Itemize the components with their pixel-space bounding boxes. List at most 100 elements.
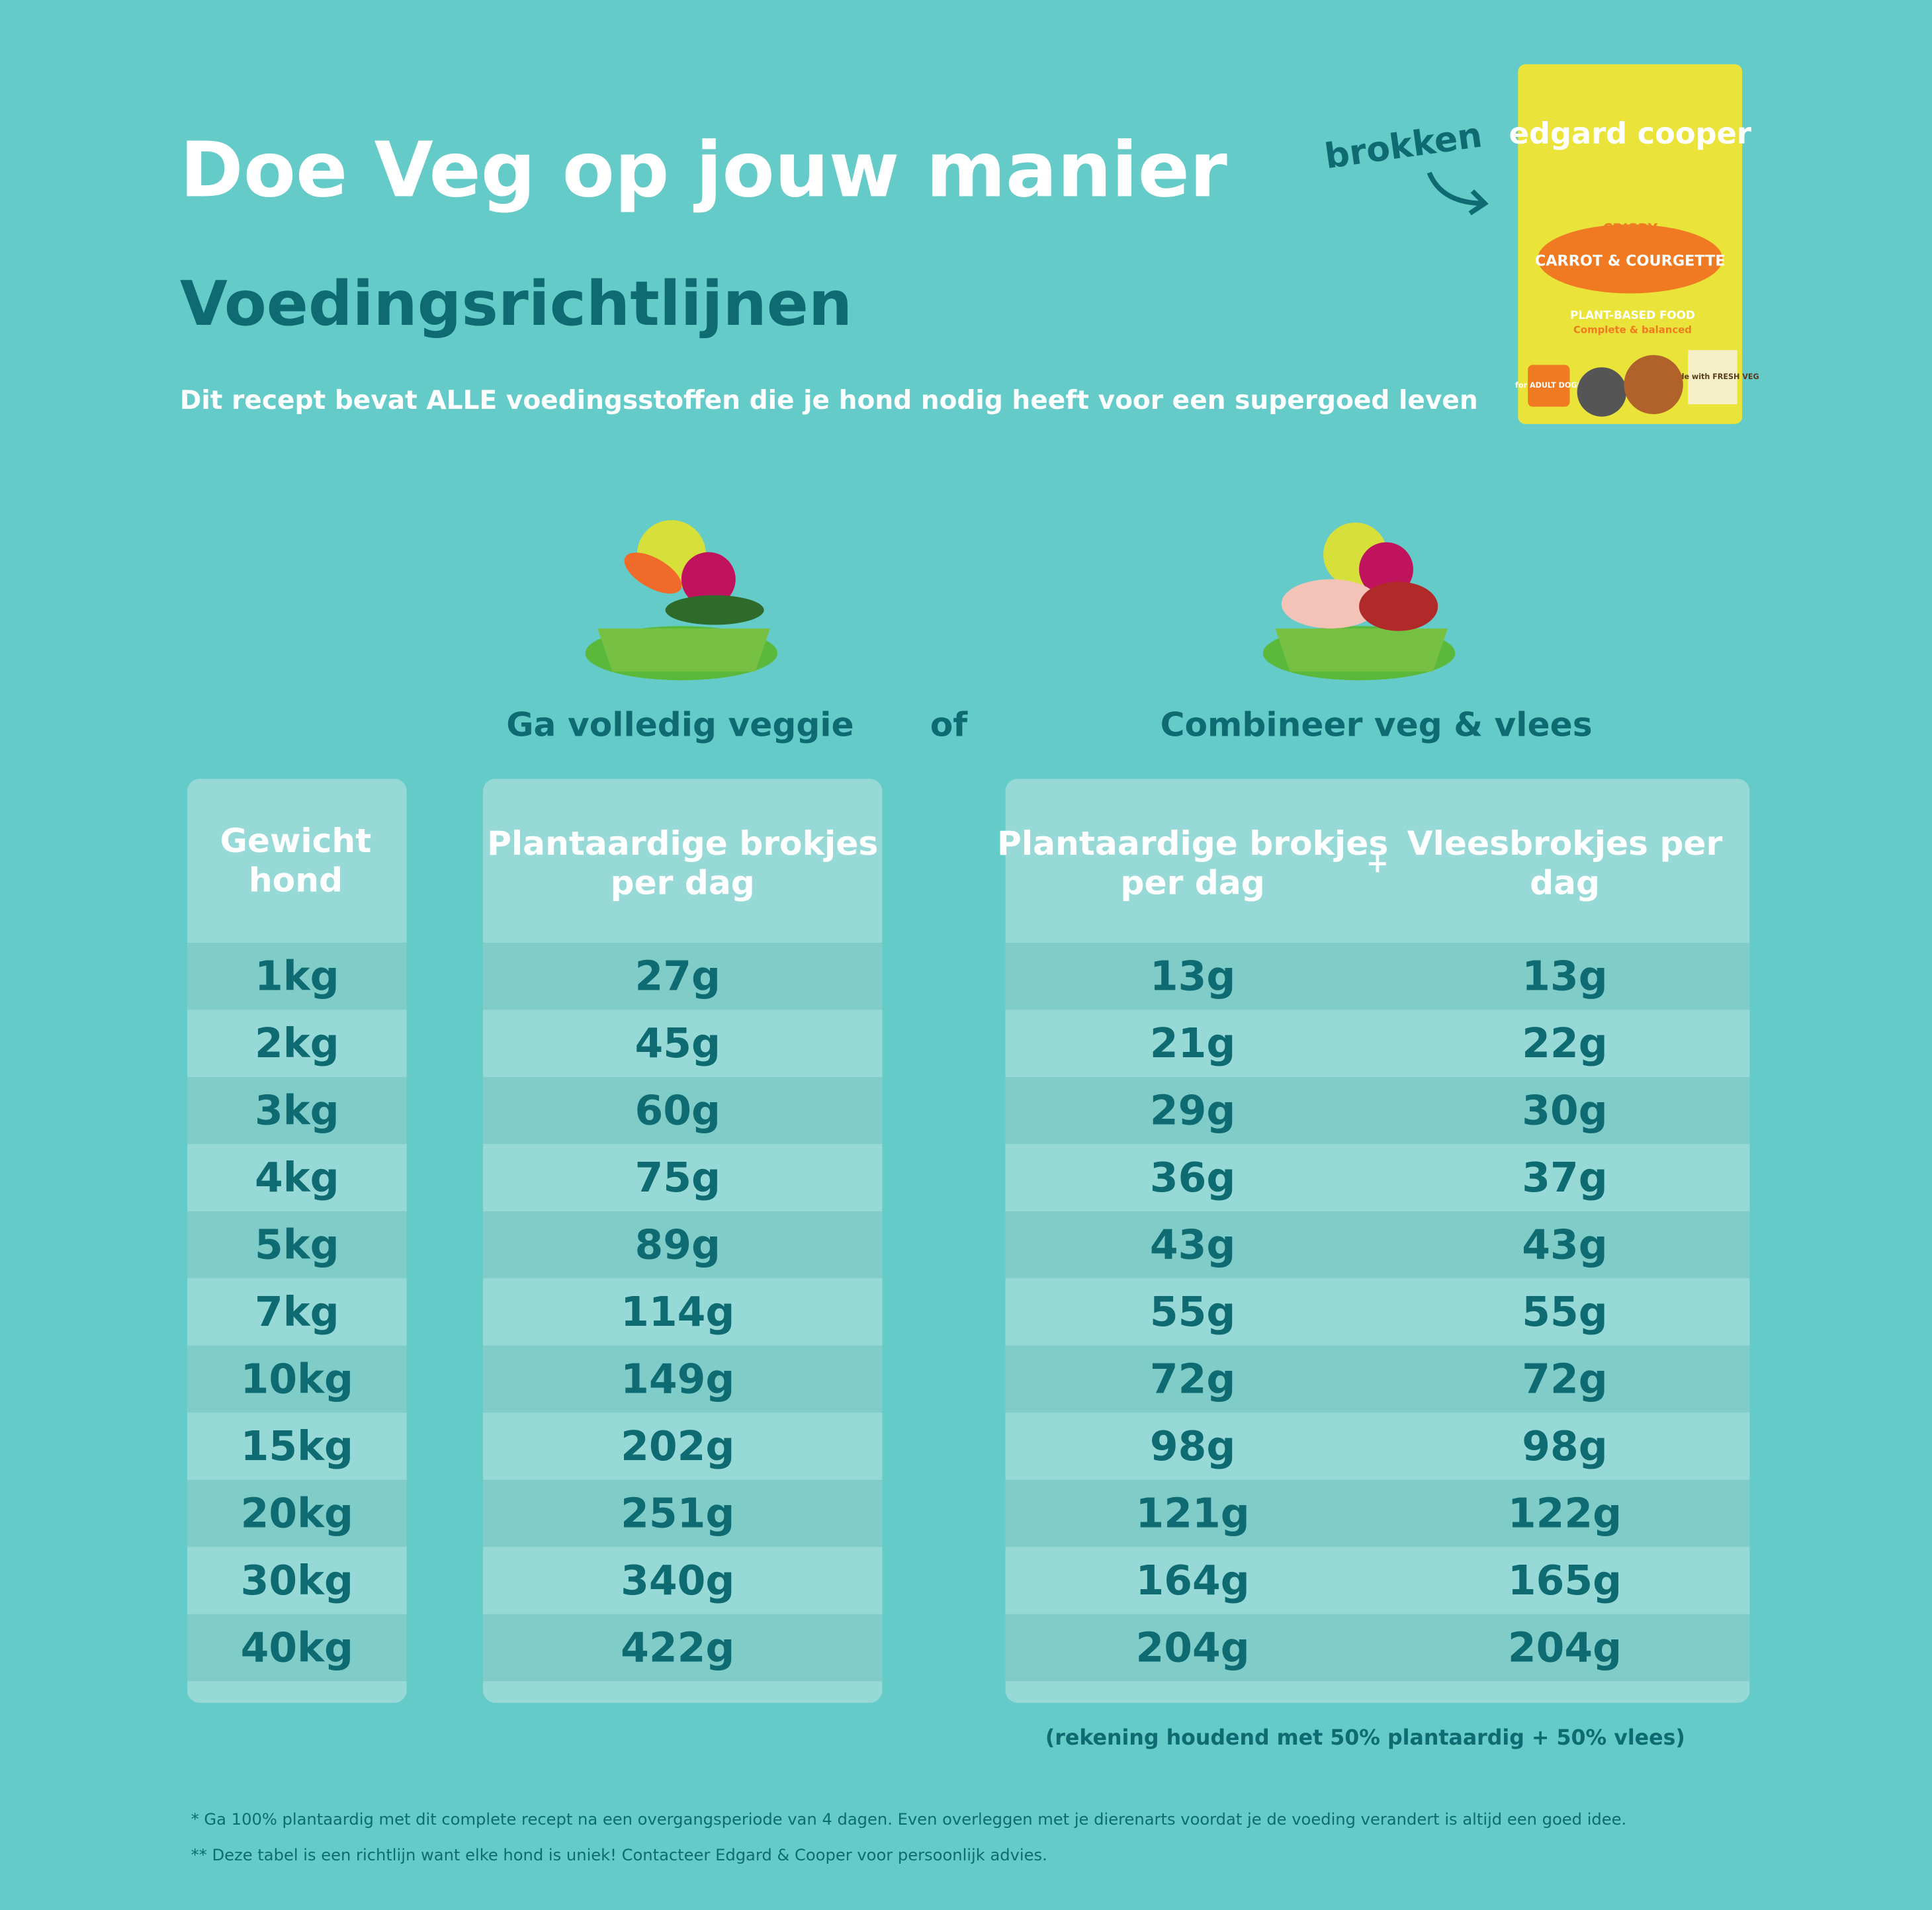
- badge-box: [1688, 350, 1737, 405]
- subtitle: Voedingsrichtlijnen: [180, 268, 852, 339]
- carrot: [1538, 224, 1723, 294]
- table-cell: 2kg: [255, 1020, 339, 1067]
- table-cell: 37g: [1522, 1154, 1607, 1201]
- table-header: Plantaardige brokjes per dag: [997, 823, 1388, 902]
- dog: [1577, 367, 1627, 417]
- note: (rekening houdend met 50% plantaardig + …: [1045, 1726, 1685, 1750]
- table-cell: 13g: [1150, 953, 1235, 1000]
- table-cell: 4kg: [255, 1154, 339, 1201]
- table-cell: 60g: [635, 1087, 720, 1134]
- table-header: Plantaardige brokjes per dag: [487, 823, 878, 902]
- table-cell: 251g: [621, 1490, 734, 1537]
- table-row: [483, 942, 883, 1010]
- table-row: [187, 1278, 407, 1346]
- food-type: PLANT-BASED FOOD: [1570, 308, 1695, 322]
- table-row: [187, 1614, 407, 1682]
- flavor: CARROT & COURGETTE: [1535, 253, 1726, 270]
- table-cell: 45g: [635, 1020, 720, 1067]
- description: Dit recept bevat ALLE voedingsstoffen di…: [180, 386, 1478, 415]
- table-cell: 10kg: [241, 1356, 353, 1403]
- table-cell: 20kg: [241, 1490, 353, 1537]
- table-row: [1005, 1076, 1750, 1145]
- footnote: ** Deze tabel is een richtlijn want elke…: [191, 1846, 1047, 1864]
- footnote: * Ga 100% plantaardig met dit complete r…: [191, 1810, 1627, 1829]
- table-cell: 165g: [1508, 1557, 1622, 1604]
- table-row: [483, 1278, 883, 1346]
- table-cell: 164g: [1136, 1557, 1250, 1604]
- table-cell: 30kg: [241, 1557, 353, 1604]
- table-cell: 340g: [621, 1557, 734, 1604]
- table-row: [187, 1010, 407, 1077]
- table-cell: 13g: [1522, 953, 1607, 1000]
- table-cell: 36g: [1150, 1154, 1235, 1201]
- connector: of: [930, 705, 969, 744]
- table-cell: 422g: [621, 1624, 734, 1671]
- table-cell: 202g: [621, 1423, 734, 1470]
- table-header: Vleesbrokjes per dag: [1407, 823, 1723, 902]
- table-cell: 43g: [1150, 1221, 1235, 1268]
- table-cell: 15kg: [241, 1423, 353, 1470]
- table-row: [1005, 1547, 1750, 1614]
- table-row: [1005, 1479, 1750, 1547]
- tables: Gewicht hond Plantaardige brokjes per dag Pl…: [187, 779, 1750, 1703]
- table-row: [1005, 1412, 1750, 1480]
- table-row: [187, 1479, 407, 1547]
- table-row: [483, 1144, 883, 1211]
- table-cell: 114g: [621, 1289, 734, 1336]
- table-row: [1005, 1614, 1750, 1682]
- table-cell: 55g: [1150, 1289, 1235, 1336]
- table-cell: 98g: [1522, 1423, 1607, 1470]
- table-row: [1005, 1211, 1750, 1279]
- table-cell: 98g: [1150, 1423, 1235, 1470]
- audience: for ADULT DOGS: [1515, 381, 1583, 390]
- table-cell: 40kg: [241, 1624, 353, 1671]
- claim: Complete & balanced: [1573, 324, 1692, 335]
- table-cell: 27g: [635, 953, 720, 1000]
- table-cell: 89g: [635, 1221, 720, 1268]
- table-cell: 204g: [1136, 1624, 1250, 1671]
- option-label: Combineer veg & vlees: [1161, 705, 1593, 744]
- table-row: [483, 1076, 883, 1145]
- table-row: [1005, 1010, 1750, 1077]
- table-row: [187, 1345, 407, 1413]
- table-cell: 30g: [1522, 1087, 1607, 1134]
- badge: made with FRESH VEG: [1666, 372, 1759, 381]
- table-row: [483, 1010, 883, 1077]
- table-cell: 7kg: [255, 1289, 339, 1336]
- table-cell: 122g: [1508, 1490, 1622, 1537]
- table-header: Gewicht hond: [220, 821, 372, 900]
- table-cell: 121g: [1136, 1490, 1250, 1537]
- table-cell: 55g: [1522, 1289, 1607, 1336]
- table-cell: 22g: [1522, 1020, 1607, 1067]
- title: Doe Veg op jouw manier: [180, 126, 1227, 214]
- table-row: [1005, 942, 1750, 1010]
- table-row: [483, 1345, 883, 1413]
- arrow: [1427, 171, 1489, 216]
- table-cell: 1kg: [255, 953, 339, 1000]
- combo-bowl: [1262, 522, 1456, 681]
- table-row: [1005, 1144, 1750, 1211]
- table-row: [483, 1547, 883, 1614]
- table-cell: 3kg: [255, 1087, 339, 1134]
- table-row: [187, 1412, 407, 1480]
- table-row: [483, 1614, 883, 1682]
- table-cell: 204g: [1508, 1624, 1622, 1671]
- plus: +: [1366, 847, 1389, 879]
- option-label: Ga volledig veggie: [506, 705, 854, 744]
- table-row: [187, 1547, 407, 1614]
- table-row: [1005, 1345, 1750, 1413]
- table-row: [483, 1412, 883, 1480]
- table-cell: 72g: [1522, 1356, 1607, 1403]
- dog: [1624, 355, 1683, 414]
- table-cell: 149g: [621, 1356, 734, 1403]
- table-row: [483, 1479, 883, 1547]
- table-cell: 72g: [1150, 1356, 1235, 1403]
- table-row: [1005, 1278, 1750, 1346]
- table-cell: 5kg: [255, 1221, 339, 1268]
- brand: edgard cooper: [1509, 116, 1751, 151]
- package: edgard cooper CRISPY CARROT & COURGETTE …: [1509, 64, 1759, 424]
- table-row: [483, 1211, 883, 1279]
- flavor-top: CRISPY: [1603, 221, 1658, 237]
